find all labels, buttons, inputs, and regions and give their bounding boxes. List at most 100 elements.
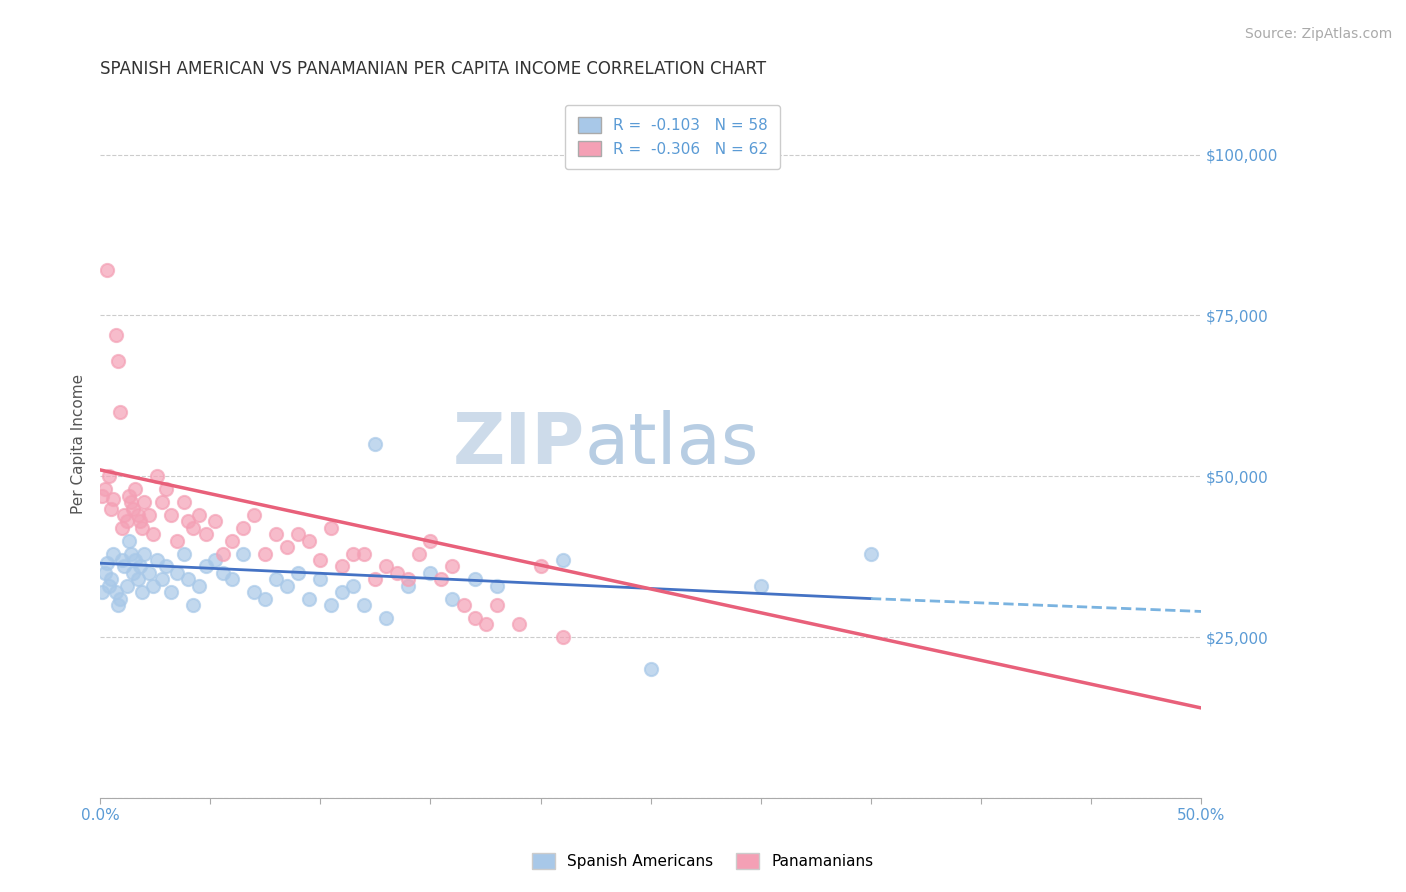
Point [107,353,129,368]
Point [419,533,441,548]
Point [419,566,441,580]
Text: atlas: atlas [585,409,759,479]
Point [485,598,508,612]
Point [529,559,551,574]
Point [441,591,464,606]
Point [159,585,181,599]
Legend: R =  -0.103   N = 58, R =  -0.306   N = 62: R = -0.103 N = 58, R = -0.306 N = 62 [565,105,780,169]
Point [104,585,127,599]
Point [127,572,149,586]
Point [91,585,114,599]
Point [120,547,142,561]
Point [353,547,375,561]
Point [298,533,321,548]
Point [375,559,398,574]
Point [204,553,226,567]
Point [112,508,135,522]
Point [364,437,387,451]
Point [138,508,160,522]
Text: SPANISH AMERICAN VS PANAMANIAN PER CAPITA INCOME CORRELATION CHART: SPANISH AMERICAN VS PANAMANIAN PER CAPIT… [100,60,766,78]
Point [332,585,354,599]
Point [91,489,114,503]
Point [96,556,118,570]
Point [103,491,125,506]
Point [128,515,150,529]
Point [375,611,398,625]
Text: ZIP: ZIP [453,409,585,479]
Point [474,617,496,632]
Point [97,579,120,593]
Point [221,572,243,586]
Point [204,515,226,529]
Point [122,566,145,580]
Point [111,521,134,535]
Point [177,572,200,586]
Point [142,579,165,593]
Point [173,547,195,561]
Point [508,617,530,632]
Point [142,527,165,541]
Point [122,501,145,516]
Point [287,566,309,580]
Y-axis label: Per Capita Income: Per Capita Income [72,374,86,514]
Point [177,515,200,529]
Point [131,521,153,535]
Point [146,469,169,483]
Point [104,327,127,342]
Point [166,566,188,580]
Point [103,547,125,561]
Point [159,508,181,522]
Point [93,482,115,496]
Point [124,482,146,496]
Point [232,521,254,535]
Point [353,598,375,612]
Point [118,489,141,503]
Point [100,501,122,516]
Point [194,527,217,541]
Point [108,591,131,606]
Text: Source: ZipAtlas.com: Source: ZipAtlas.com [1244,27,1392,41]
Point [150,572,173,586]
Legend: Spanish Americans, Panamanians: Spanish Americans, Panamanians [526,847,880,875]
Point [124,553,146,567]
Point [118,533,141,548]
Point [221,533,243,548]
Point [441,559,464,574]
Point [398,579,420,593]
Point [321,521,343,535]
Point [173,495,195,509]
Point [134,495,156,509]
Point [309,553,332,567]
Point [150,495,173,509]
Point [93,566,115,580]
Point [181,521,204,535]
Point [107,598,129,612]
Point [551,553,574,567]
Point [387,566,409,580]
Point [120,495,142,509]
Point [243,585,266,599]
Point [276,579,298,593]
Point [321,598,343,612]
Point [287,527,309,541]
Point [266,572,288,586]
Point [859,547,882,561]
Point [254,547,277,561]
Point [640,662,662,676]
Point [131,585,153,599]
Point [243,508,266,522]
Point [212,547,235,561]
Point [266,527,288,541]
Point [551,630,574,644]
Point [364,572,387,586]
Point [463,611,485,625]
Point [298,591,321,606]
Point [398,572,420,586]
Point [254,591,277,606]
Point [749,579,772,593]
Point [342,547,364,561]
Point [194,559,217,574]
Point [146,553,169,567]
Point [138,566,160,580]
Point [188,508,211,522]
